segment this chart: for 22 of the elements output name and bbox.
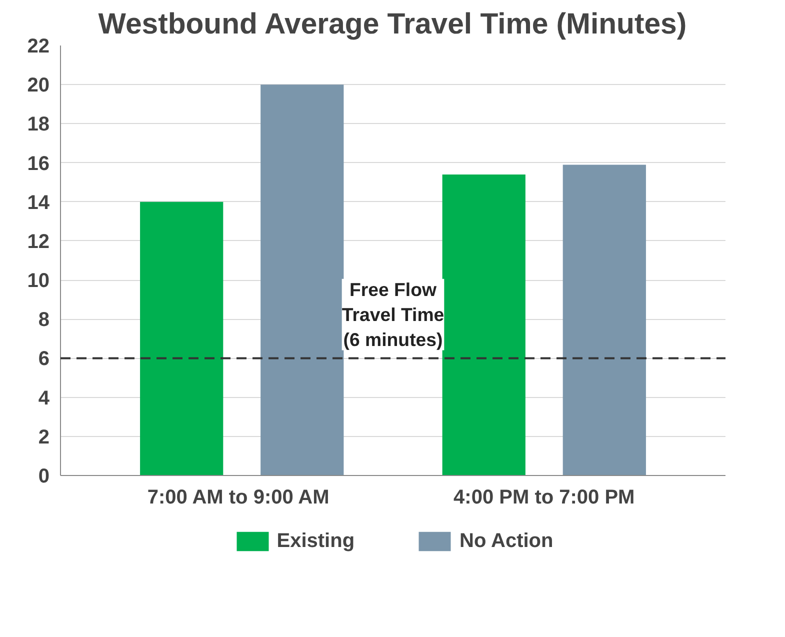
y-tick-label: 20 xyxy=(27,74,50,97)
bar xyxy=(562,164,646,476)
bar xyxy=(260,84,344,476)
y-tick-label: 14 xyxy=(27,192,50,214)
y-tick-label: 10 xyxy=(27,270,50,292)
y-tick-label: 16 xyxy=(27,152,50,175)
legend-label: Existing xyxy=(276,530,355,552)
bar xyxy=(442,174,526,476)
y-tick-label: 0 xyxy=(38,466,50,488)
y-tick-label: 8 xyxy=(38,309,50,332)
x-tick-label: 4:00 PM to 7:00 PM xyxy=(454,486,635,508)
x-tick-label: 7:00 AM to 9:00 AM xyxy=(147,486,330,508)
ref-line-label: Free Flow Travel Time (6 minutes) xyxy=(342,278,444,350)
bar xyxy=(140,202,224,476)
y-tick-label: 18 xyxy=(27,114,50,136)
y-tick-label: 2 xyxy=(38,426,50,448)
legend-label: No Action xyxy=(460,530,554,552)
y-tick-label: 12 xyxy=(27,230,50,253)
y-tick-label: 4 xyxy=(38,387,50,410)
y-tick-label: 6 xyxy=(38,348,50,370)
y-tick-label: 22 xyxy=(27,36,50,58)
chart-title: Westbound Average Travel Time (Minutes) xyxy=(98,8,687,40)
